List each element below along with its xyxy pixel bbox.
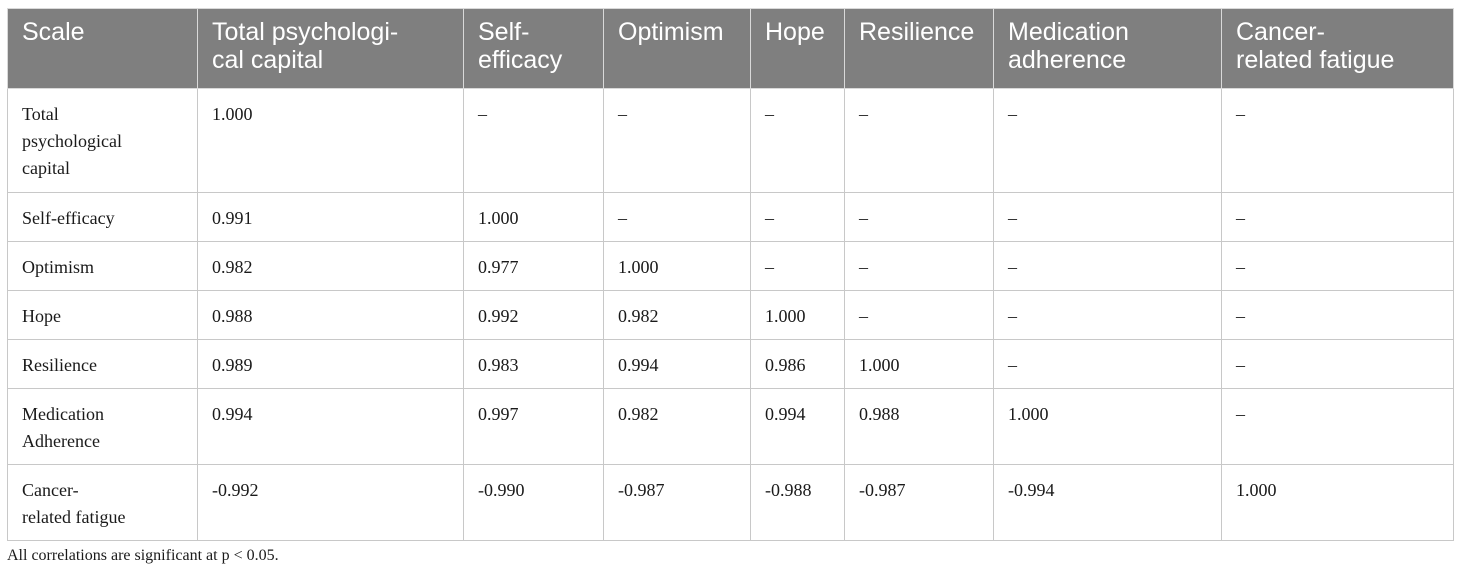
correlation-value-cell: 0.982 [197, 241, 464, 291]
correlation-value-cell: 1.000 [603, 241, 751, 291]
correlation-value-cell: 1.000 [993, 388, 1222, 465]
correlation-value-cell: 0.994 [197, 388, 464, 465]
table-row: Self-efficacy 0.991 1.000– – – – – [7, 192, 1454, 242]
correlation-value-cell: 0.991 [197, 192, 464, 242]
correlation-value-cell: 0.982 [603, 388, 751, 465]
correlation-value-cell: 0.989 [197, 339, 464, 389]
correlation-value-cell: – [1221, 88, 1454, 193]
correlation-value-cell: 0.988 [197, 290, 464, 340]
correlation-value-cell: – [1221, 192, 1454, 242]
correlation-value-cell: – [603, 192, 751, 242]
table-row: Resilience 0.989 0.983 0.994 0.986 1.000– – [7, 339, 1454, 389]
row-label-cell: Resilience [7, 339, 198, 389]
table-row: Total psychological capital 1.000– – – – – – [7, 88, 1454, 193]
correlation-value-cell: – [463, 88, 604, 193]
header-row: Scale Total psychologi-cal capital Self-… [7, 8, 1454, 89]
row-label-cell: Medication Adherence [7, 388, 198, 465]
correlation-value-cell: – [844, 88, 994, 193]
column-header-optimism: Optimism [603, 8, 751, 89]
correlation-value-cell: -0.987 [844, 464, 994, 541]
correlation-value-cell: – [1221, 241, 1454, 291]
correlation-value-cell: 1.000 [750, 290, 845, 340]
correlation-value-cell: 0.992 [463, 290, 604, 340]
correlation-value-cell: -0.988 [750, 464, 845, 541]
correlation-value-cell: 1.000 [463, 192, 604, 242]
row-label-cell: Total psychological capital [7, 88, 198, 193]
correlation-table: Scale Total psychologi-cal capital Self-… [7, 8, 1454, 541]
row-label-cell: Hope [7, 290, 198, 340]
column-header-self-efficacy: Self-efficacy [463, 8, 604, 89]
correlation-value-cell: – [1221, 339, 1454, 389]
correlation-value-cell: – [993, 339, 1222, 389]
correlation-value-cell: 0.986 [750, 339, 845, 389]
correlation-value-cell: – [1221, 388, 1454, 465]
row-label-cell: Optimism [7, 241, 198, 291]
correlation-value-cell: – [844, 241, 994, 291]
table-row: Optimism 0.982 0.977 1.000– – – – [7, 241, 1454, 291]
correlation-value-cell: – [993, 88, 1222, 193]
column-header-hope: Hope [750, 8, 845, 89]
correlation-value-cell: 1.000 [1221, 464, 1454, 541]
correlation-value-cell: – [993, 192, 1222, 242]
correlation-value-cell: – [844, 290, 994, 340]
correlation-value-cell: 0.988 [844, 388, 994, 465]
correlation-value-cell: – [1221, 290, 1454, 340]
correlation-value-cell: 0.977 [463, 241, 604, 291]
correlation-value-cell: – [750, 241, 845, 291]
correlation-value-cell: 1.000 [197, 88, 464, 193]
table-row: Hope 0.988 0.992 0.982 1.000– – – [7, 290, 1454, 340]
row-label-cell: Self-efficacy [7, 192, 198, 242]
column-header-medication-adherence: Medication adherence [993, 8, 1222, 89]
correlation-value-cell: -0.987 [603, 464, 751, 541]
correlation-value-cell: 0.997 [463, 388, 604, 465]
correlation-value-cell: 0.994 [750, 388, 845, 465]
correlation-value-cell: 0.982 [603, 290, 751, 340]
table-row: Cancer-related fatigue -0.992 -0.990 -0.987… [7, 464, 1454, 541]
correlation-value-cell: – [750, 192, 845, 242]
table-row: Medication Adherence 0.994 0.997 0.982 0.994 0… [7, 388, 1454, 465]
correlation-value-cell: 0.994 [603, 339, 751, 389]
column-header-cancer-related-fatigue: Cancer-related fatigue [1221, 8, 1454, 89]
correlation-value-cell: 1.000 [844, 339, 994, 389]
correlation-value-cell: 0.983 [463, 339, 604, 389]
column-header-total-psychological-capital: Total psychologi-cal capital [197, 8, 464, 89]
correlation-value-cell: – [993, 290, 1222, 340]
column-header-resilience: Resilience [844, 8, 994, 89]
correlation-value-cell: -0.990 [463, 464, 604, 541]
correlation-value-cell: – [750, 88, 845, 193]
correlation-value-cell: – [603, 88, 751, 193]
column-header-scale: Scale [7, 8, 198, 89]
table-footnote: All correlations are significant at p < … [7, 547, 279, 564]
row-label-cell: Cancer-related fatigue [7, 464, 198, 541]
correlation-value-cell: – [844, 192, 994, 242]
correlation-value-cell: – [993, 241, 1222, 291]
correlation-value-cell: -0.992 [197, 464, 464, 541]
correlation-value-cell: -0.994 [993, 464, 1222, 541]
